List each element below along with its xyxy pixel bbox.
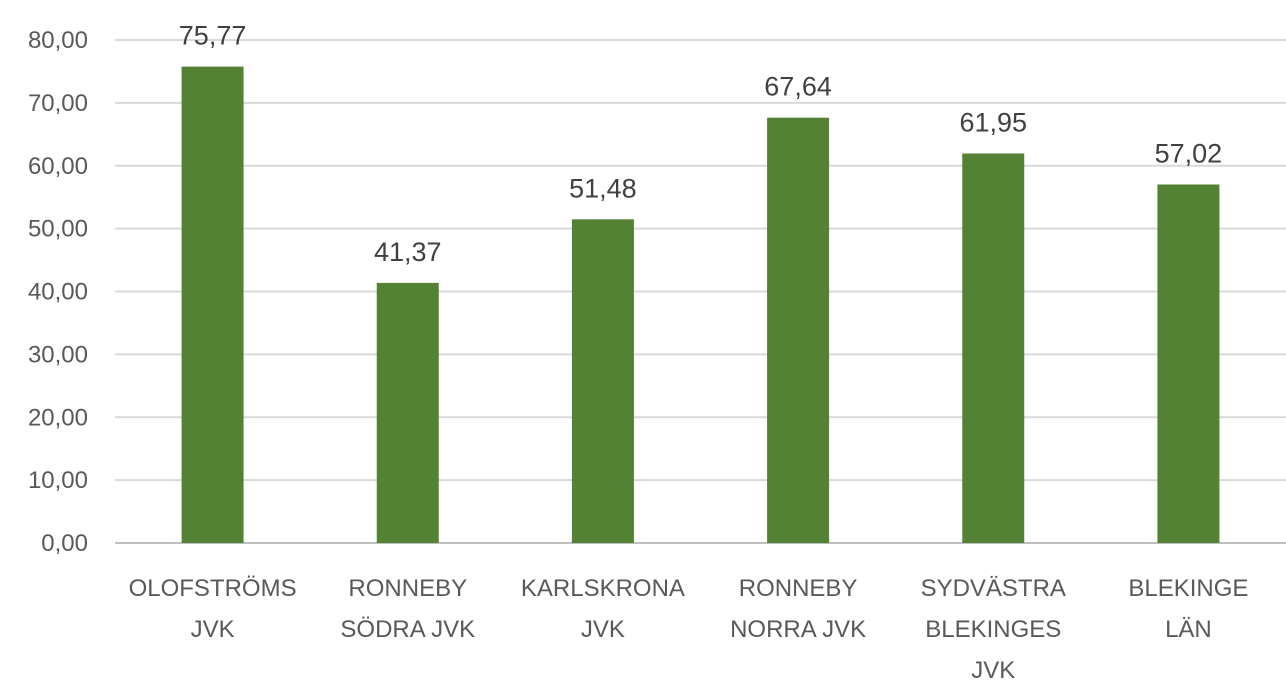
category-label-line: JVK xyxy=(971,657,1015,682)
y-tick-label: 30,00 xyxy=(28,341,88,368)
category-label: OLOFSTRÖMS JVK xyxy=(129,575,297,643)
gridlines xyxy=(115,39,1286,544)
category-label: RONNEBY NORRA JVK xyxy=(730,575,866,643)
bar xyxy=(571,219,634,543)
data-label: 41,37 xyxy=(374,237,442,267)
y-tick-label: 0,00 xyxy=(41,530,88,557)
category-label-line: JVK xyxy=(581,616,625,643)
category-label-line: NORRA JVK xyxy=(730,616,866,643)
bars xyxy=(181,66,1220,543)
data-labels: 75,77 41,37 51,48 67,64 61,95 57,02 xyxy=(179,21,1222,267)
category-label-line: BLEKINGE xyxy=(1128,575,1248,602)
category-label: SYDVÄSTRA BLEKINGES JVK xyxy=(921,575,1066,682)
category-label: RONNEBY SÖDRA JVK xyxy=(340,575,475,643)
bar xyxy=(376,282,439,543)
category-label: BLEKINGE LÄN xyxy=(1128,575,1248,643)
category-label-line: LÄN xyxy=(1165,616,1212,643)
category-label-line: BLEKINGES xyxy=(925,616,1061,643)
y-axis-tick-labels: 0,00 10,00 20,00 30,00 40,00 50,00 60,00 70,00 8… xyxy=(28,27,88,557)
data-label: 75,77 xyxy=(179,21,247,51)
y-tick-label: 50,00 xyxy=(28,216,88,243)
bar xyxy=(1157,184,1220,543)
y-tick-label: 60,00 xyxy=(28,153,88,180)
data-label: 51,48 xyxy=(569,173,637,203)
y-tick-label: 20,00 xyxy=(28,404,88,431)
category-label-line: OLOFSTRÖMS xyxy=(129,575,297,602)
bar xyxy=(767,117,830,543)
category-label-line: SÖDRA JVK xyxy=(340,616,475,643)
category-label: KARLSKRONA JVK xyxy=(521,575,685,643)
bar xyxy=(181,66,244,543)
y-tick-label: 80,00 xyxy=(28,27,88,54)
category-label-line: KARLSKRONA xyxy=(521,575,685,602)
y-tick-label: 40,00 xyxy=(28,279,88,306)
category-label-line: SYDVÄSTRA xyxy=(921,575,1066,602)
data-label: 57,02 xyxy=(1155,138,1223,168)
data-label: 67,64 xyxy=(764,72,832,102)
data-label: 61,95 xyxy=(959,107,1027,137)
x-axis-category-labels: OLOFSTRÖMS JVK RONNEBY SÖDRA JVK KARLSKRONA J… xyxy=(129,575,1249,682)
category-label-line: RONNEBY xyxy=(348,575,467,602)
bar xyxy=(962,153,1025,543)
category-label-line: RONNEBY xyxy=(739,575,858,602)
category-label-line: JVK xyxy=(191,616,235,643)
y-tick-label: 10,00 xyxy=(28,467,88,494)
y-tick-label: 70,00 xyxy=(28,90,88,117)
